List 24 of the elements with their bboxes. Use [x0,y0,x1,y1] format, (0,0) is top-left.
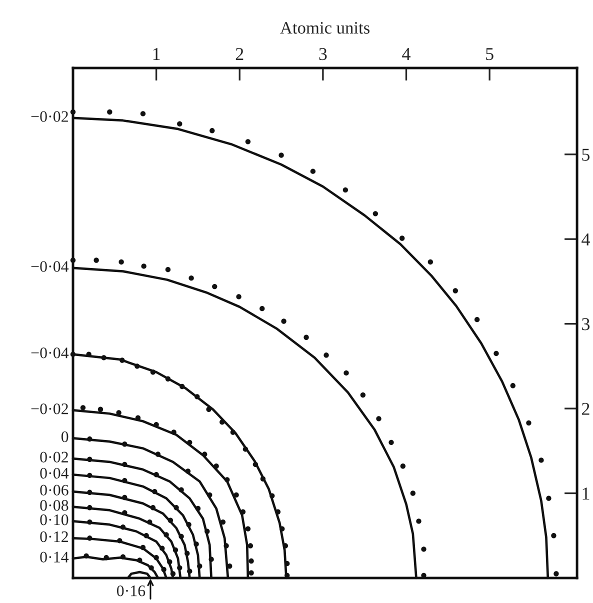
series-label: 0·14 [40,552,69,562]
series-label: −0·02 [31,403,68,414]
x-tick-label: 4 [402,48,410,60]
x-tick-label: 1 [153,48,160,60]
series-label: −0·04 [31,348,69,358]
series-label: −0·04 [31,261,69,272]
series-label: 0·06 [40,484,68,496]
y-tick-label: 1 [582,488,590,500]
y-tick-label: 5 [582,148,590,161]
y-tick-label: 3 [582,318,590,330]
series-label: 0 [61,431,68,442]
x-tick-label: 2 [236,48,244,60]
series-label: 0·12 [40,531,68,542]
series-label: 0·08 [40,500,68,511]
series-label: 0·02 [40,452,68,463]
y-tick-label: 2 [582,402,590,415]
series-label: 0·04 [40,468,69,479]
series-label: 0·10 [40,514,68,526]
series-label: −0·02 [31,111,68,122]
legend-label: 0·16 [116,585,146,596]
x-tick-label: 3 [319,48,327,60]
x-tick-label: 5 [486,48,494,60]
x-axis-title: Atomic units [280,22,370,34]
y-tick-label: 4 [582,233,590,246]
